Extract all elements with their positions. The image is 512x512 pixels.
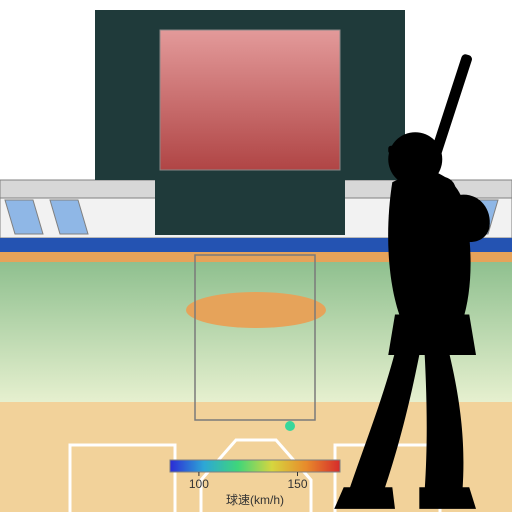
colorbar-tick-label: 150 xyxy=(287,477,307,491)
pitch-location-diagram: 100 150球速(km/h) xyxy=(0,0,512,512)
pitch-marker xyxy=(285,421,295,431)
scoreboard-screen xyxy=(160,30,340,170)
scoreboard-base xyxy=(155,180,345,235)
pitchers-mound xyxy=(186,292,326,328)
colorbar-axis-label: 球速(km/h) xyxy=(226,493,284,507)
colorbar xyxy=(170,460,340,472)
colorbar-tick-label: 100 xyxy=(189,477,209,491)
